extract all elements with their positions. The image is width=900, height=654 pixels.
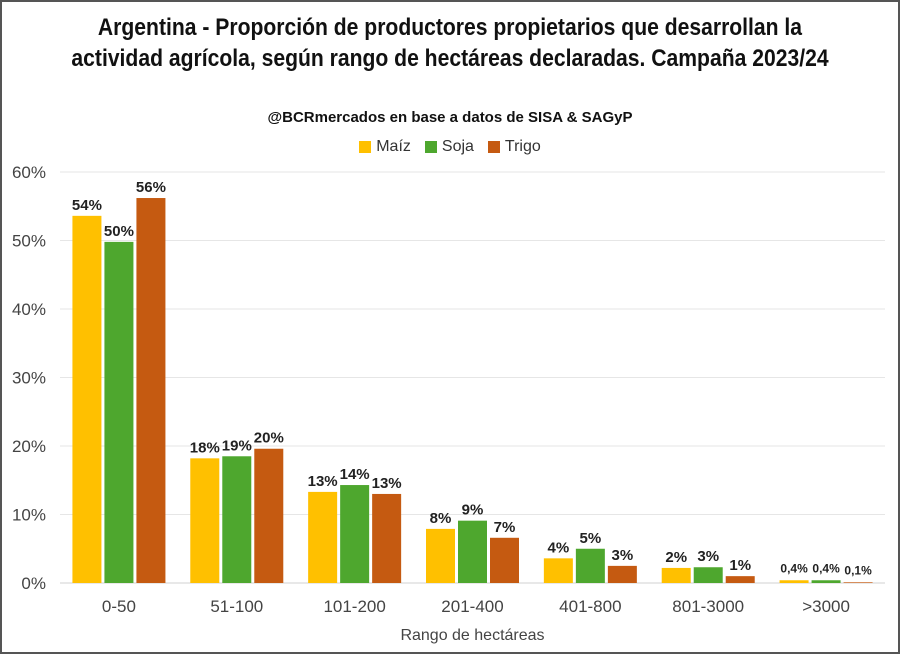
data-label: 18% bbox=[190, 439, 220, 456]
y-tick-label: 50% bbox=[12, 232, 46, 251]
data-label: 0,4% bbox=[780, 561, 808, 575]
bar-trigo-51-100 bbox=[254, 448, 284, 583]
bar-trigo->3000 bbox=[843, 582, 873, 583]
data-label: 3% bbox=[612, 547, 634, 564]
bar-trigo-201-400 bbox=[490, 537, 519, 583]
data-label: 56% bbox=[136, 179, 166, 196]
data-label: 8% bbox=[430, 510, 452, 527]
data-label: 5% bbox=[580, 530, 602, 547]
chart-title: Argentina - Proporción de productores pr… bbox=[71, 14, 829, 72]
legend-label: Soja bbox=[441, 138, 474, 155]
bar-maíz-401-800 bbox=[543, 558, 573, 583]
bar-trigo-401-800 bbox=[607, 565, 637, 583]
x-tick-label: 201-400 bbox=[441, 597, 503, 616]
x-tick-label: 0-50 bbox=[102, 597, 136, 616]
data-label: 13% bbox=[372, 475, 402, 492]
x-tick-label: >3000 bbox=[802, 597, 850, 616]
bar-maíz-801-3000 bbox=[661, 567, 691, 583]
bar-soja-801-3000 bbox=[693, 567, 723, 583]
y-tick-label: 0% bbox=[21, 574, 46, 593]
data-label: 20% bbox=[254, 430, 284, 447]
legend-label: Maíz bbox=[376, 138, 411, 155]
bar-soja-101-200 bbox=[340, 485, 370, 583]
data-label: 50% bbox=[104, 223, 134, 240]
data-label: 0,1% bbox=[844, 563, 872, 577]
y-tick-label: 40% bbox=[12, 300, 46, 319]
data-label: 9% bbox=[462, 502, 484, 519]
bar-trigo-801-3000 bbox=[725, 576, 755, 583]
bar-soja-201-400 bbox=[458, 520, 487, 583]
bar-maíz->3000 bbox=[779, 580, 809, 583]
legend-item-soja: Soja bbox=[424, 138, 474, 156]
bar-trigo-0-50 bbox=[136, 198, 166, 583]
data-label: 3% bbox=[697, 548, 719, 565]
bar-soja-401-800 bbox=[575, 548, 605, 583]
data-label: 1% bbox=[729, 557, 751, 574]
chart-subtitle: @BCRmercados en base a datos de SISA & S… bbox=[267, 109, 633, 126]
bar-maíz-101-200 bbox=[308, 491, 338, 583]
legend-swatch bbox=[424, 141, 437, 153]
data-label: 2% bbox=[665, 549, 687, 566]
legend-swatch bbox=[487, 141, 500, 153]
data-label: 54% bbox=[72, 197, 102, 214]
bar-trigo-101-200 bbox=[372, 493, 402, 583]
legend-item-trigo: Trigo bbox=[487, 138, 541, 156]
x-tick-label: 51-100 bbox=[210, 597, 263, 616]
data-label: 0,4% bbox=[812, 561, 840, 575]
data-label: 14% bbox=[340, 466, 370, 483]
legend-item-maíz: Maíz bbox=[359, 138, 411, 156]
legend-swatch bbox=[359, 141, 372, 153]
y-tick-label: 20% bbox=[12, 437, 46, 456]
bar-maíz-201-400 bbox=[426, 528, 455, 583]
bar-maíz-51-100 bbox=[190, 458, 220, 583]
data-label: 19% bbox=[222, 437, 252, 454]
data-label: 13% bbox=[308, 473, 338, 490]
x-tick-label: 101-200 bbox=[323, 597, 385, 616]
legend: Maíz Soja Trigo bbox=[0, 138, 900, 156]
data-label: 7% bbox=[494, 519, 516, 536]
y-tick-label: 30% bbox=[12, 369, 46, 388]
y-tick-label: 60% bbox=[12, 163, 46, 182]
data-label: 4% bbox=[548, 539, 570, 556]
x-tick-label: 401-800 bbox=[559, 597, 621, 616]
y-tick-label: 10% bbox=[12, 506, 46, 525]
bar-soja-51-100 bbox=[222, 456, 252, 583]
bar-soja-0-50 bbox=[104, 241, 134, 583]
bar-soja->3000 bbox=[811, 580, 841, 583]
bar-maíz-0-50 bbox=[72, 215, 102, 583]
x-axis-title: Rango de hectáreas bbox=[400, 627, 544, 644]
x-tick-label: 801-3000 bbox=[672, 597, 744, 616]
legend-label: Trigo bbox=[504, 138, 541, 155]
